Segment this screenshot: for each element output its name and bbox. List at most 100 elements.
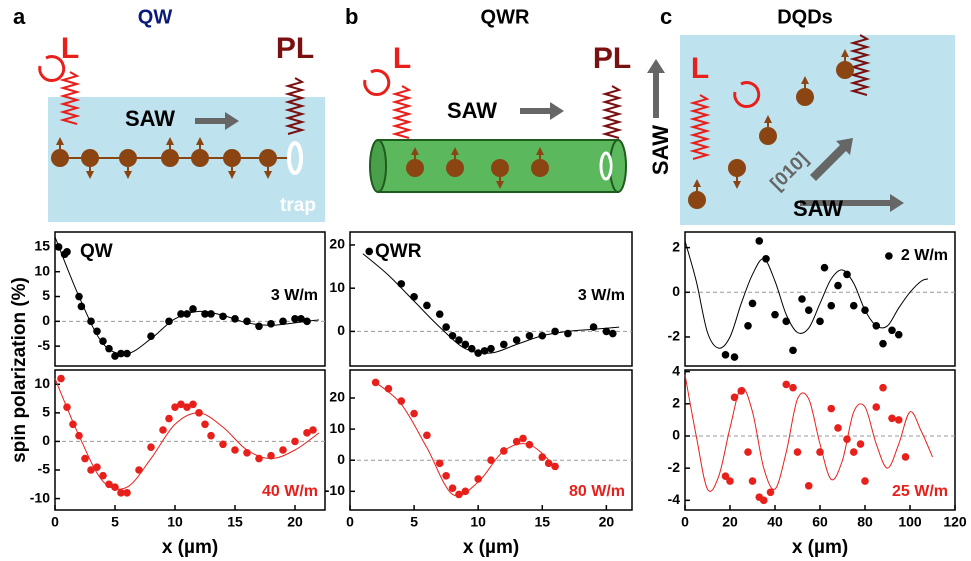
saw-arrow xyxy=(520,102,564,120)
data-point xyxy=(449,332,457,340)
carrier xyxy=(191,149,209,167)
data-point xyxy=(291,438,299,446)
data-point xyxy=(805,482,813,490)
data-point xyxy=(767,488,775,496)
y-tick-label: 0 xyxy=(42,312,50,328)
panel-letter: c xyxy=(660,4,672,29)
saw-label: SAW xyxy=(793,196,843,221)
panel-letter: b xyxy=(345,4,358,29)
data-point xyxy=(279,446,287,454)
data-point xyxy=(255,455,263,463)
x-tick-label: 60 xyxy=(812,514,828,530)
data-point xyxy=(423,432,431,440)
data-point xyxy=(850,448,858,456)
x-tick-label: 20 xyxy=(722,514,738,530)
data-point xyxy=(487,345,495,353)
data-point xyxy=(564,330,572,338)
saw-label: SAW xyxy=(648,125,673,175)
data-point xyxy=(827,405,835,413)
data-point xyxy=(843,271,851,279)
data-point xyxy=(749,477,757,485)
y-tick-label: 0 xyxy=(672,283,680,299)
x-tick-label: 80 xyxy=(857,514,873,530)
data-point xyxy=(189,400,197,408)
x-axis-label: x (µm) xyxy=(463,537,519,558)
data-point xyxy=(789,384,797,392)
data-point xyxy=(749,300,757,308)
carrier xyxy=(81,149,99,167)
data-point xyxy=(834,424,842,432)
data-point xyxy=(500,447,508,455)
carrier xyxy=(406,159,424,177)
laser-label: L xyxy=(691,52,709,85)
carrier xyxy=(759,127,777,145)
carrier xyxy=(728,159,746,177)
data-point xyxy=(372,379,380,387)
figure: a QW L PL SAW trap b QWR L PL SAW c DQDs… xyxy=(0,0,971,561)
y-tick-label: 0 xyxy=(672,427,680,443)
data-point xyxy=(397,280,405,288)
data-point xyxy=(75,432,83,440)
panel-annotation: QWR xyxy=(375,241,422,262)
data-point xyxy=(888,326,896,334)
saw-arrow xyxy=(647,59,665,118)
data-point xyxy=(105,345,113,353)
data-point xyxy=(902,453,910,461)
data-point xyxy=(722,351,730,359)
data-point xyxy=(267,320,275,328)
data-point xyxy=(255,322,263,330)
schematic-a: a QW L PL SAW trap xyxy=(13,4,325,222)
data-point xyxy=(861,306,869,314)
data-point xyxy=(455,336,463,344)
panel-title: DQDs xyxy=(777,6,833,28)
y-tick-label: 2 xyxy=(672,394,680,410)
data-point xyxy=(99,472,107,480)
panel-letter: a xyxy=(13,4,26,29)
data-point xyxy=(123,489,131,497)
x-tick-label: 0 xyxy=(51,514,59,530)
data-point xyxy=(744,322,752,330)
carrier xyxy=(51,149,69,167)
laser-label: L xyxy=(393,42,411,75)
y-tick-label: 10 xyxy=(329,279,345,295)
data-point xyxy=(99,337,107,345)
data-point xyxy=(805,306,813,314)
x-tick-label: 10 xyxy=(470,514,486,530)
data-point xyxy=(279,318,287,326)
data-point xyxy=(219,313,227,321)
carrier xyxy=(446,159,464,177)
data-point xyxy=(243,449,251,457)
x-tick-label: 100 xyxy=(898,514,922,530)
data-point xyxy=(63,248,71,256)
carrier xyxy=(223,149,241,167)
panel-title: QW xyxy=(138,6,173,28)
data-point xyxy=(526,441,534,449)
data-point xyxy=(737,387,745,395)
data-point xyxy=(782,318,790,326)
data-point xyxy=(798,295,806,303)
data-point xyxy=(78,303,86,311)
carrier xyxy=(491,159,509,177)
y-tick-label: 0 xyxy=(42,432,50,448)
x-tick-label: 5 xyxy=(111,514,119,530)
schematic-c: c DQDs L SAW [010] SAW xyxy=(647,4,955,225)
data-point xyxy=(81,455,89,463)
circular-arrow xyxy=(40,57,64,81)
panel-annotation: 3 W/m xyxy=(271,287,318,304)
data-point xyxy=(303,318,311,326)
carrier xyxy=(688,191,706,209)
x-axis-label: x (µm) xyxy=(792,537,848,558)
data-point xyxy=(861,477,869,485)
laser-label: L xyxy=(61,32,79,65)
data-point xyxy=(760,497,768,505)
panel-annotation: 80 W/m xyxy=(569,483,625,500)
x-tick-label: 10 xyxy=(167,514,183,530)
data-point xyxy=(726,477,734,485)
y-tick-label: 5 xyxy=(42,404,50,420)
data-point xyxy=(789,347,797,355)
y-tick-label: -5 xyxy=(38,461,51,477)
data-point xyxy=(63,403,71,411)
data-point xyxy=(410,410,418,418)
data-point xyxy=(69,420,77,428)
data-point xyxy=(755,237,763,245)
